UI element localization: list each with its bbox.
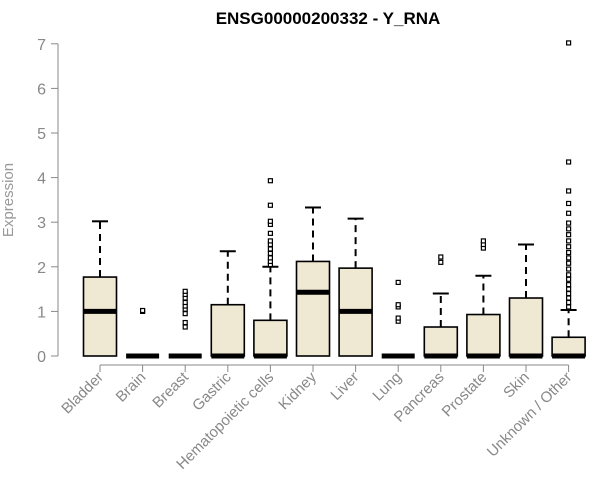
y-tick-label: 6 xyxy=(37,81,46,98)
box-pancreas xyxy=(423,254,459,359)
y-tick-label: 3 xyxy=(37,215,46,232)
x-tick-label: Lung xyxy=(369,369,405,405)
outlier-point xyxy=(182,324,188,330)
outlier-point xyxy=(395,279,401,286)
outlier-point xyxy=(267,202,273,208)
outlier-point xyxy=(565,299,572,306)
outlier-point xyxy=(267,255,273,261)
outlier-point xyxy=(267,250,273,257)
outlier-point xyxy=(267,230,273,236)
box-hematopoietic-cells xyxy=(253,178,288,359)
box-rect xyxy=(551,336,586,357)
outlier-point xyxy=(565,255,572,261)
plot-area xyxy=(82,40,586,359)
y-tick-label: 0 xyxy=(37,349,46,366)
chart-title: ENSG00000200332 - Y_RNA xyxy=(216,9,441,28)
box-liver xyxy=(338,217,373,357)
x-tick-label: Skin xyxy=(500,369,533,402)
box-breast xyxy=(168,288,202,359)
y-axis-label: Expression xyxy=(0,163,17,237)
outlier-point xyxy=(267,238,273,244)
outlier-point xyxy=(395,315,401,321)
box-gastric xyxy=(210,250,246,359)
outlier-point xyxy=(565,244,572,250)
box-skin xyxy=(508,243,544,359)
box-rect xyxy=(295,260,331,357)
box-brain xyxy=(126,307,160,359)
outlier-point xyxy=(182,311,188,317)
y-tick-label: 7 xyxy=(37,37,46,54)
outlier-point xyxy=(438,259,444,265)
outlier-point xyxy=(565,238,572,244)
outlier-point xyxy=(267,218,273,224)
outlier-point xyxy=(565,286,572,292)
box-unknown-other xyxy=(551,40,586,359)
box-rect xyxy=(466,313,501,357)
x-tick-label: Breast xyxy=(149,368,192,411)
outlier-point xyxy=(267,246,273,252)
outlier-point xyxy=(565,220,572,226)
x-tick-label: Kidney xyxy=(275,368,320,413)
box-prostate xyxy=(466,238,501,359)
outlier-point xyxy=(565,276,572,282)
x-tick-label: Liver xyxy=(327,369,362,404)
outlier-point xyxy=(140,307,146,314)
outlier-point xyxy=(565,266,572,272)
box-rect xyxy=(253,319,288,357)
outlier-point xyxy=(565,282,572,288)
outlier-point xyxy=(565,260,572,266)
box-rect xyxy=(82,276,118,357)
outlier-point xyxy=(565,295,572,301)
y-tick-label: 1 xyxy=(37,304,46,321)
outlier-point xyxy=(182,299,188,306)
outlier-point xyxy=(182,319,188,326)
outlier-point xyxy=(565,40,572,46)
outlier-point xyxy=(565,188,572,194)
x-tick-label: Bladder xyxy=(58,369,107,418)
box-kidney xyxy=(295,206,331,357)
outlier-point xyxy=(565,304,572,310)
outlier-point xyxy=(565,232,572,238)
box-lung xyxy=(381,279,415,359)
outlier-point xyxy=(480,238,486,244)
outlier-point xyxy=(438,254,444,260)
box-rect xyxy=(423,326,459,357)
outlier-point xyxy=(565,272,572,278)
outlier-point xyxy=(565,159,572,165)
outlier-point xyxy=(565,210,572,216)
x-tick-label: Prostate xyxy=(439,369,491,421)
outlier-point xyxy=(565,249,572,256)
x-tick-label: Brain xyxy=(113,369,150,406)
box-bladder xyxy=(82,220,118,357)
y-tick-label: 5 xyxy=(37,126,46,143)
y-axis: 0 1 2 3 4 5 6 7 xyxy=(37,37,59,366)
outlier-point xyxy=(565,226,572,232)
y-tick-label: 4 xyxy=(37,171,46,188)
outlier-point xyxy=(267,178,273,184)
outlier-point xyxy=(395,302,401,308)
outlier-point xyxy=(565,290,572,297)
box-rect xyxy=(508,297,544,357)
outlier-point xyxy=(182,288,188,294)
box-rect xyxy=(210,303,246,357)
y-tick-label: 2 xyxy=(37,260,46,277)
outlier-point xyxy=(565,200,572,207)
